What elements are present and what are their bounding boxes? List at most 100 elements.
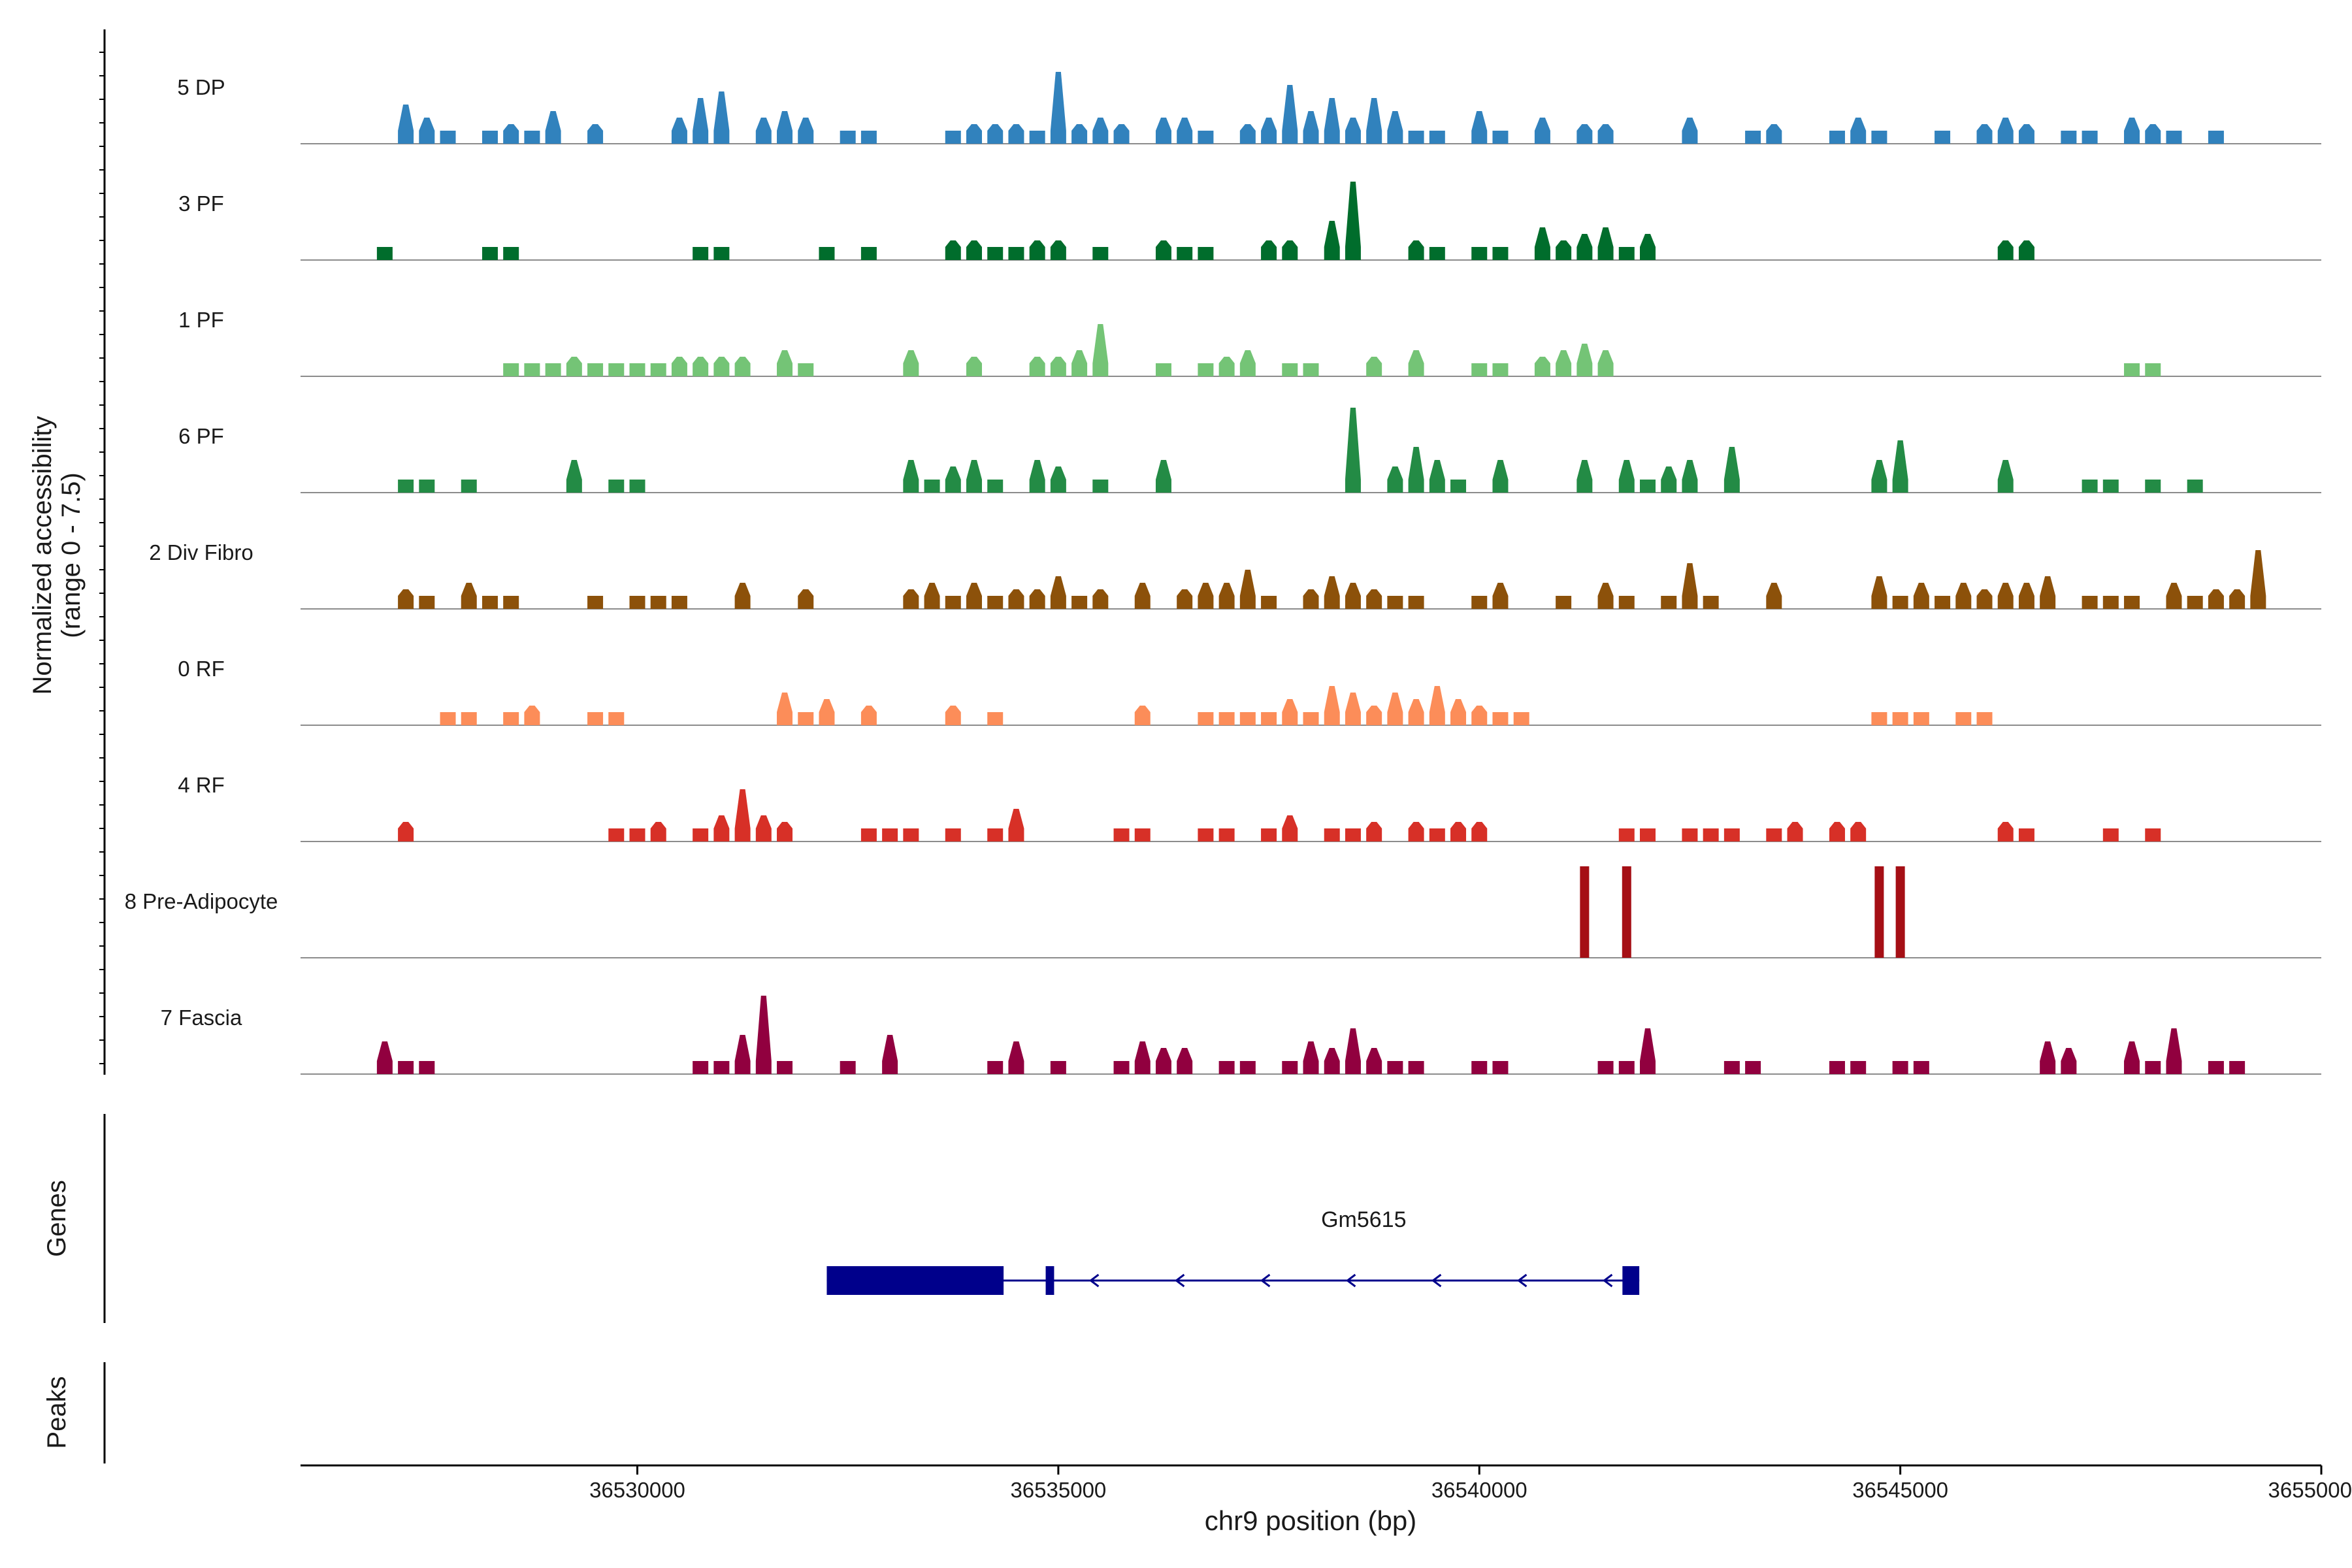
peak-mark	[2018, 124, 2034, 144]
peak-mark	[1471, 706, 1488, 725]
peak-mark	[1471, 247, 1488, 260]
peak-mark	[819, 247, 835, 260]
peak-mark	[1850, 822, 1867, 841]
peak-mark	[2208, 1061, 2224, 1074]
peak-mark	[1618, 1061, 1635, 1074]
x-tick-label: 36530000	[589, 1478, 685, 1502]
peak-mark	[1218, 1061, 1235, 1074]
peak-mark	[1492, 247, 1509, 260]
peak-mark	[1408, 1061, 1424, 1074]
peak-mark	[1282, 363, 1298, 376]
peak-mark	[945, 828, 961, 841]
peak-mark	[882, 1035, 898, 1074]
peak-mark	[1366, 98, 1382, 144]
peak-mark	[1408, 131, 1424, 144]
strand-arrow	[1602, 1273, 1613, 1288]
peak-mark	[1239, 570, 1256, 609]
peak-mark	[1303, 111, 1319, 144]
peak-mark	[1324, 98, 1340, 144]
peak-mark	[1092, 480, 1109, 493]
peak-mark	[629, 480, 645, 493]
peak-mark	[1366, 1048, 1382, 1074]
peak-mark	[1787, 822, 1803, 841]
peak-mark	[1282, 699, 1298, 725]
peak-mark	[1261, 712, 1277, 725]
peak-mark	[1576, 234, 1593, 260]
peak-mark	[903, 350, 919, 376]
peak-mark	[1723, 447, 1740, 493]
peak-mark	[1303, 1041, 1319, 1074]
peak-mark	[629, 596, 645, 609]
peak-mark	[1661, 466, 1677, 493]
peak-mark	[966, 357, 982, 376]
peak-mark	[1345, 118, 1361, 144]
peak-mark	[1092, 324, 1109, 376]
peak-mark	[2145, 480, 2161, 493]
peak-mark	[1008, 589, 1024, 609]
gene-track	[826, 1266, 1640, 1295]
peak-mark	[1198, 712, 1214, 725]
peak-mark	[1387, 466, 1403, 493]
peak-mark	[798, 712, 814, 725]
peak-mark	[945, 131, 961, 144]
peak-mark	[1345, 408, 1361, 493]
peak-mark	[1366, 822, 1382, 841]
peak-mark	[966, 583, 982, 609]
peak-mark	[1976, 712, 1993, 725]
peak-mark	[1134, 583, 1151, 609]
peak-mark	[1198, 131, 1214, 144]
peak-mark	[1829, 1061, 1845, 1074]
peak-mark	[376, 247, 393, 260]
peak-mark	[734, 357, 751, 376]
peak-mark	[1892, 440, 1908, 493]
track-0-rf: 0 RF	[178, 657, 2321, 726]
peak-mark	[419, 1061, 435, 1074]
peak-mark	[1345, 693, 1361, 725]
peak-mark	[1997, 240, 2014, 260]
peak-mark	[608, 712, 625, 725]
peak-mark	[1155, 460, 1171, 493]
peak-mark	[650, 596, 666, 609]
peak-mark	[945, 466, 961, 493]
peak-mark	[1640, 828, 1656, 841]
peak-mark	[1345, 1028, 1361, 1074]
track-label: 8 Pre-Adipocyte	[125, 889, 278, 913]
peak-mark	[524, 131, 540, 144]
peak-mark	[2187, 480, 2203, 493]
peak-mark	[2124, 118, 2140, 144]
peak-mark	[2124, 363, 2140, 376]
peak-mark	[1218, 357, 1235, 376]
peak-mark	[1177, 1048, 1193, 1074]
peak-mark	[713, 247, 730, 260]
peak-mark	[1029, 240, 1045, 260]
peak-mark	[1239, 712, 1256, 725]
peak-mark	[1429, 686, 1445, 725]
peak-mark	[461, 480, 477, 493]
peak-mark	[987, 596, 1004, 609]
track-2-div-fibro: 2 Div Fibro	[149, 540, 2321, 610]
peak-mark	[1913, 712, 1929, 725]
peak-mark	[398, 822, 414, 841]
peak-mark	[2250, 550, 2266, 609]
peak-mark	[1008, 247, 1024, 260]
peak-mark	[608, 480, 625, 493]
peak-mark	[1871, 712, 1887, 725]
peak-mark	[798, 589, 814, 609]
peak-mark	[755, 996, 772, 1074]
strand-arrow	[1516, 1273, 1527, 1288]
peak-mark	[671, 596, 687, 609]
peak-mark	[440, 712, 456, 725]
peak-mark	[2145, 124, 2161, 144]
peak-mark	[1029, 357, 1045, 376]
x-tick-label: 36540000	[1431, 1478, 1527, 1502]
peak-mark	[1198, 363, 1214, 376]
peak-mark	[2208, 131, 2224, 144]
peak-mark	[1850, 1061, 1867, 1074]
peak-mark	[693, 1061, 709, 1074]
peak-mark	[1871, 131, 1887, 144]
genes-panel-label: Genes	[42, 1180, 71, 1257]
peak-mark	[482, 247, 498, 260]
peak-mark	[1261, 118, 1277, 144]
peak-mark	[1597, 583, 1614, 609]
peak-mark	[777, 350, 793, 376]
